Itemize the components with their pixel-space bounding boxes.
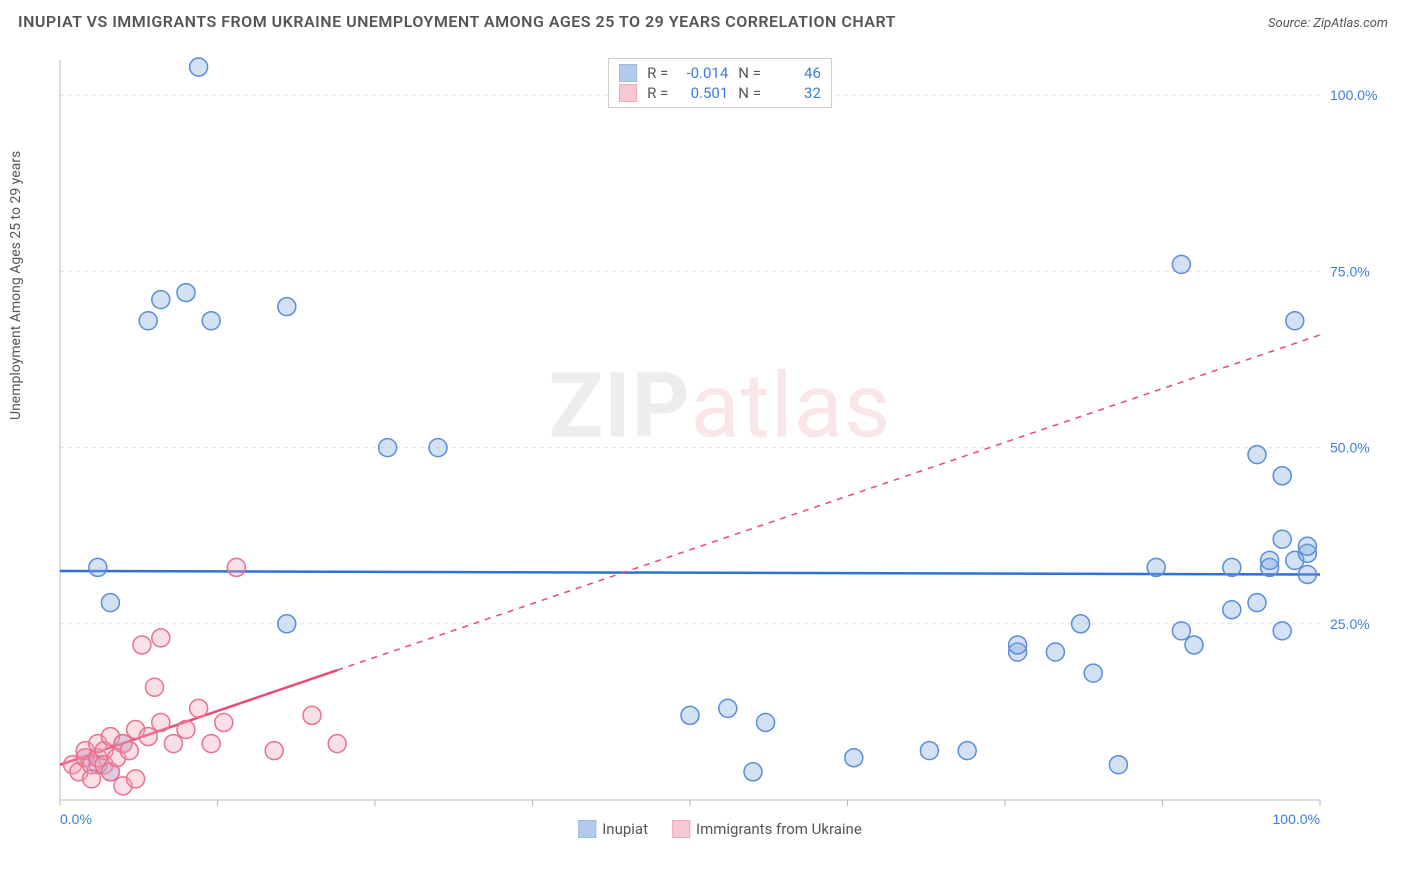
n-value-inupiat: 46 xyxy=(771,64,821,82)
stats-legend: R = -0.014 N = 46 R = 0.501 N = 32 xyxy=(608,58,832,108)
bottom-legend: Inupiat Immigrants from Ukraine xyxy=(578,820,862,838)
swatch-inupiat xyxy=(578,820,596,838)
legend-label-ukraine: Immigrants from Ukraine xyxy=(696,820,862,838)
y-axis-label: Unemployment Among Ages 25 to 29 years xyxy=(8,151,24,420)
n-value-ukraine: 32 xyxy=(771,84,821,102)
r-value-inupiat: -0.014 xyxy=(678,64,728,82)
stats-row-inupiat: R = -0.014 N = 46 xyxy=(619,63,821,83)
chart-title: INUPIAT VS IMMIGRANTS FROM UKRAINE UNEMP… xyxy=(18,12,896,31)
y-tick-label: 50.0% xyxy=(1330,440,1370,456)
r-value-ukraine: 0.501 xyxy=(678,84,728,102)
chart-area: 25.0%50.0%75.0%100.0%0.0%100.0% ZIPatlas… xyxy=(50,50,1390,840)
y-tick-label: 100.0% xyxy=(1330,87,1377,103)
x-tick-label: 0.0% xyxy=(60,811,92,827)
legend-item-inupiat: Inupiat xyxy=(578,820,648,838)
x-tick-label: 100.0% xyxy=(1273,811,1320,827)
swatch-ukraine xyxy=(672,820,690,838)
r-label: R = xyxy=(647,84,668,102)
legend-item-ukraine: Immigrants from Ukraine xyxy=(672,820,862,838)
swatch-ukraine xyxy=(619,84,637,102)
swatch-inupiat xyxy=(619,64,637,82)
scatter-plot: 25.0% 50.0% 75.0% 100.0% 0.0% 100.0% xyxy=(50,50,1390,840)
stats-row-ukraine: R = 0.501 N = 32 xyxy=(619,83,821,103)
y-tick-label: 25.0% xyxy=(1330,616,1370,632)
legend-label-inupiat: Inupiat xyxy=(602,820,648,838)
source-attribution: Source: ZipAtlas.com xyxy=(1268,16,1388,31)
r-label: R = xyxy=(647,64,668,82)
n-label: N = xyxy=(738,64,761,82)
y-tick-label: 75.0% xyxy=(1330,263,1370,279)
n-label: N = xyxy=(738,84,761,102)
